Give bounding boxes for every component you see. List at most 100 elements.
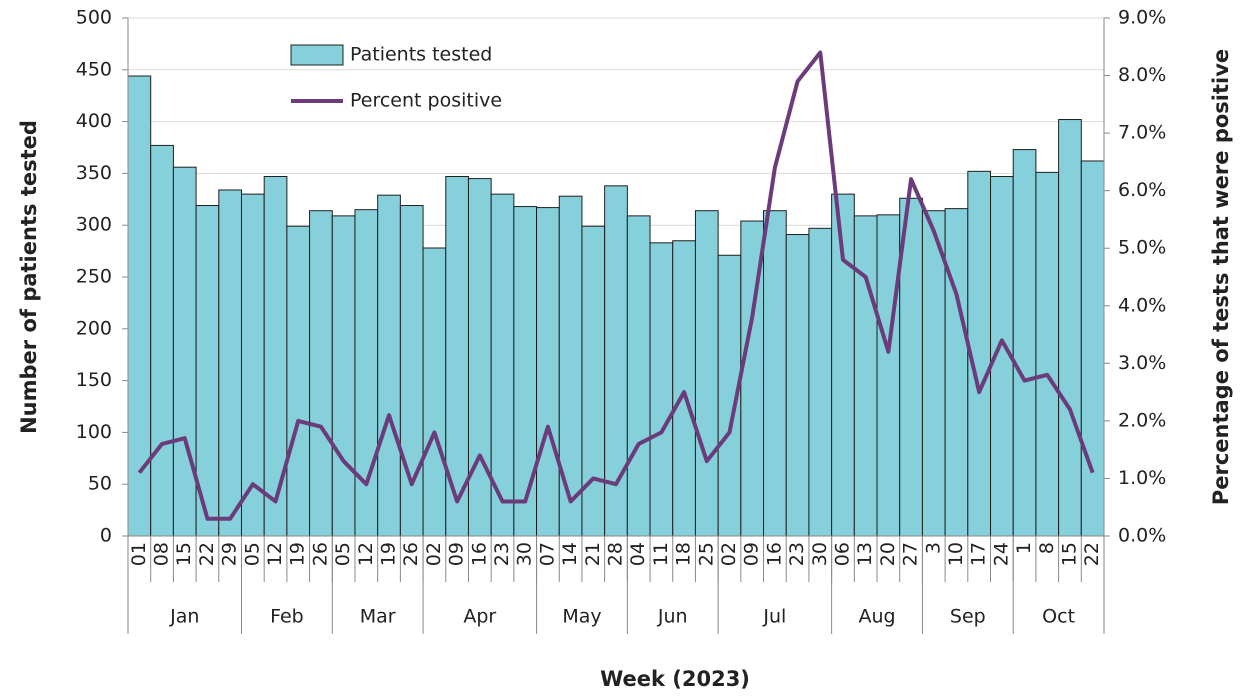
- x-tick-label: 13: [854, 542, 876, 566]
- bar: [1035, 171, 1060, 537]
- x-tick-label: 08: [151, 542, 173, 566]
- month-label: May: [562, 606, 601, 628]
- x-tick-label: 09: [446, 542, 468, 566]
- x-tick-label: 8: [1036, 542, 1058, 554]
- month-label: Oct: [1042, 606, 1075, 628]
- y2-tick-label: 3.0%: [1118, 352, 1166, 374]
- legend-label: Patients tested: [350, 44, 492, 66]
- bar: [218, 189, 242, 537]
- y2-tick-label: 7.0%: [1118, 122, 1166, 144]
- x-tick-label: 23: [786, 542, 808, 566]
- bar: [263, 176, 288, 537]
- month-label: Jan: [169, 606, 199, 628]
- bar: [331, 215, 356, 537]
- x-tick-label: 26: [400, 542, 422, 566]
- y2-tick-label: 0.0%: [1118, 525, 1166, 547]
- month-label: Apr: [463, 606, 496, 628]
- x-tick-label: 11: [650, 542, 672, 566]
- x-tick-label: 06: [831, 542, 853, 566]
- y2-tick-label: 5.0%: [1118, 237, 1166, 259]
- bar: [763, 210, 787, 537]
- x-axis-title: Week (2023): [600, 667, 750, 691]
- bar: [172, 166, 197, 537]
- bar: [354, 209, 379, 537]
- x-tick-label: 3: [922, 542, 944, 554]
- y-tick-label: 300: [76, 214, 112, 236]
- x-tick-label: 24: [990, 542, 1012, 566]
- bar: [1058, 119, 1082, 537]
- legend-swatch: [290, 44, 344, 66]
- bar: [536, 207, 560, 537]
- x-tick-label: 14: [559, 542, 581, 566]
- y-axis-title: Number of patients tested: [17, 120, 41, 434]
- x-tick-label: 16: [468, 542, 490, 566]
- y-tick-label: 350: [76, 162, 112, 184]
- x-tick-label: 22: [196, 542, 218, 566]
- bar: [127, 75, 152, 537]
- bar: [1080, 160, 1105, 537]
- y-tick-label: 0: [100, 525, 112, 547]
- x-tick-label: 07: [536, 542, 558, 566]
- bar: [581, 225, 606, 537]
- y-tick-label: 150: [76, 369, 112, 391]
- y2-tick-label: 1.0%: [1118, 467, 1166, 489]
- y2-tick-label: 6.0%: [1118, 179, 1166, 201]
- bar: [649, 242, 674, 537]
- bar: [672, 240, 696, 537]
- x-tick-label: 01: [128, 542, 150, 566]
- x-tick-label: 23: [491, 542, 513, 566]
- bar: [785, 234, 810, 537]
- x-tick-label: 29: [219, 542, 241, 566]
- month-label: Feb: [270, 606, 304, 628]
- x-tick-label: 21: [582, 542, 604, 566]
- x-tick-label: 22: [1081, 542, 1103, 566]
- bar: [1012, 149, 1037, 537]
- bar: [626, 215, 651, 537]
- x-tick-label: 12: [355, 542, 377, 566]
- line: [137, 50, 1095, 521]
- x-tick-label: 10: [945, 542, 967, 566]
- x-tick-label: 02: [718, 542, 740, 566]
- y-tick-label: 500: [76, 7, 112, 29]
- y2-tick-label: 2.0%: [1118, 409, 1166, 431]
- x-tick-label: 17: [968, 542, 990, 566]
- x-tick-label: 12: [264, 542, 286, 566]
- x-tick-label: 26: [309, 542, 331, 566]
- x-tick-label: 05: [241, 542, 263, 566]
- y2-tick-label: 9.0%: [1118, 7, 1166, 29]
- x-tick-label: 19: [378, 542, 400, 566]
- month-label: Mar: [360, 606, 396, 628]
- x-tick-label: 19: [287, 542, 309, 566]
- y-tick-label: 50: [88, 473, 112, 495]
- x-tick-label: 04: [627, 542, 649, 566]
- x-tick-label: 1: [1013, 542, 1035, 554]
- x-tick-label: 15: [173, 542, 195, 566]
- bar: [422, 247, 447, 537]
- bar: [853, 215, 878, 537]
- x-tick-label: 30: [514, 542, 536, 566]
- y-tick-label: 250: [76, 266, 112, 288]
- x-tick-label: 15: [1058, 542, 1080, 566]
- y2-axis-title: Percentage of tests that were positive: [1209, 49, 1233, 505]
- month-label: Sep: [950, 606, 986, 628]
- x-tick-label: 09: [741, 542, 763, 566]
- month-label: Jun: [657, 606, 688, 628]
- x-tick-label: 30: [809, 542, 831, 566]
- x-tick-label: 27: [900, 542, 922, 566]
- bar: [309, 210, 333, 537]
- y-tick-label: 200: [76, 317, 112, 339]
- x-tick-label: 16: [763, 542, 785, 566]
- x-tick-label: 05: [332, 542, 354, 566]
- bar: [808, 227, 833, 537]
- y-tick-label: 450: [76, 58, 112, 80]
- x-tick-label: 20: [877, 542, 899, 566]
- bar: [921, 210, 946, 537]
- bar: [150, 144, 174, 537]
- bar: [944, 208, 969, 537]
- bar: [399, 205, 424, 537]
- y2-tick-label: 8.0%: [1118, 64, 1166, 86]
- bar: [513, 206, 538, 537]
- month-label: Aug: [858, 606, 895, 628]
- y2-tick-label: 4.0%: [1118, 294, 1166, 316]
